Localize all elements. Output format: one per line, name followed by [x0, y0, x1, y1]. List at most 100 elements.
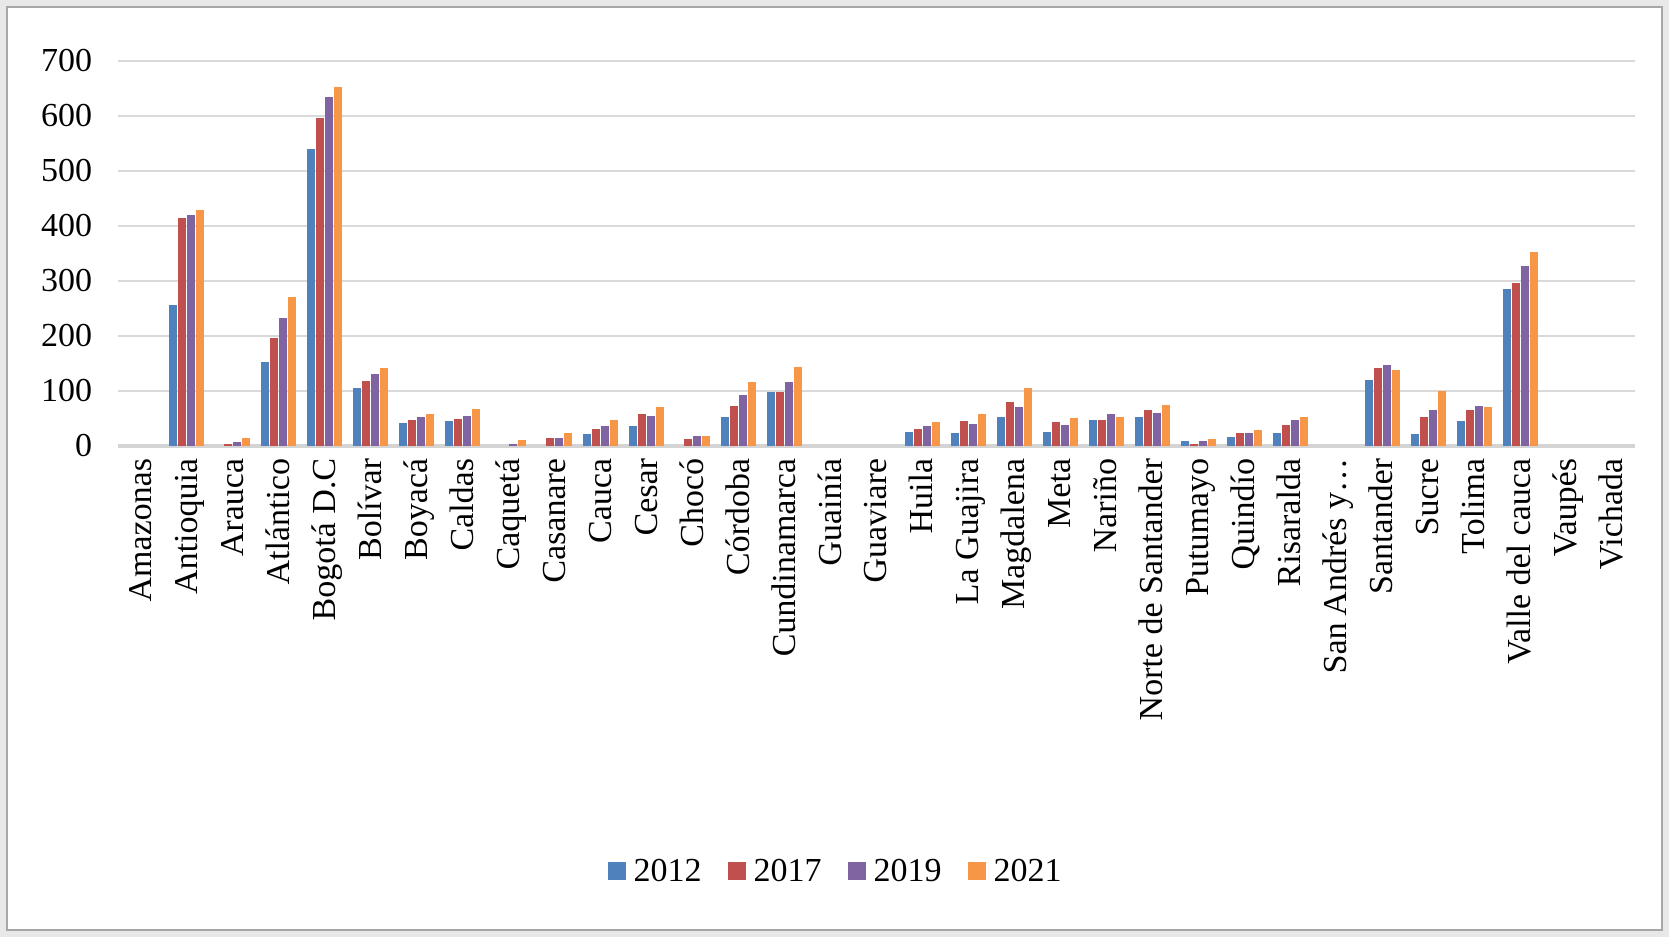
- bar-group-26: [1313, 61, 1359, 446]
- bar-group-28: [1405, 61, 1451, 446]
- x-label-32: Vichada: [1592, 458, 1630, 570]
- bar-2017-Cesar: [638, 414, 647, 446]
- bar-2019-Quindío: [1244, 433, 1253, 446]
- legend-item-2021: 2021: [967, 852, 1062, 890]
- bar-2019-Atlántico: [279, 318, 288, 446]
- bar-group-22: [1129, 61, 1175, 446]
- y-tick-label-400: 400: [41, 207, 92, 244]
- x-label-cell-19: Magdalena: [991, 458, 1037, 758]
- bar-2019-Antioquia: [187, 215, 196, 446]
- bar-2019-Santander: [1382, 365, 1391, 446]
- x-label-11: Cesar: [627, 458, 665, 536]
- x-label-cell-31: Vaupés: [1543, 458, 1589, 758]
- bar-2019-Norte de Santander: [1152, 413, 1161, 446]
- gridline-300: [118, 280, 1635, 282]
- gridline-600: [118, 115, 1635, 117]
- x-label-4: Bogotá D.C: [305, 458, 343, 621]
- bar-group-2: [210, 61, 256, 446]
- bar-2021-Sucre: [1437, 391, 1446, 446]
- bar-2021-Quindío: [1253, 430, 1262, 446]
- x-label-cell-9: Casanare: [532, 458, 578, 758]
- bar-2012-Sucre: [1410, 434, 1419, 446]
- x-label-3: Atlántico: [259, 458, 297, 585]
- bar-group-9: [532, 61, 578, 446]
- legend-label-2021: 2021: [993, 852, 1062, 889]
- bar-2021-Magdalena: [1023, 388, 1032, 446]
- bar-2019-Nariño: [1106, 414, 1115, 446]
- y-tick-label-500: 500: [41, 152, 92, 189]
- bar-2021-Norte de Santander: [1161, 405, 1170, 446]
- x-label-cell-18: La Guajira: [945, 458, 991, 758]
- bar-2019-Bogotá D.C: [325, 97, 334, 446]
- bar-2012-Huila: [904, 432, 913, 446]
- bar-group-27: [1359, 61, 1405, 446]
- bar-group-8: [486, 61, 532, 446]
- bar-group-32: [1589, 61, 1635, 446]
- legend-item-2017: 2017: [727, 852, 822, 890]
- x-label-12: Chocó: [673, 458, 711, 547]
- bar-2017-Norte de Santander: [1143, 410, 1152, 446]
- x-label-cell-11: Cesar: [624, 458, 670, 758]
- bar-2017-Chocó: [684, 439, 693, 446]
- x-label-2: Arauca: [213, 458, 251, 557]
- bar-2012-Atlántico: [261, 362, 270, 446]
- bar-2017-Huila: [913, 429, 922, 446]
- bar-2017-Sucre: [1419, 417, 1428, 446]
- bar-2012-Valle del cauca: [1502, 289, 1511, 446]
- x-label-cell-10: Cauca: [578, 458, 624, 758]
- x-label-16: Guaviare: [857, 458, 895, 583]
- bar-2021-Risaralda: [1299, 417, 1308, 446]
- bar-2021-La Guajira: [977, 414, 986, 446]
- bar-2017-Bolívar: [362, 381, 371, 446]
- x-label-17: Huila: [903, 458, 941, 534]
- bar-2021-Bogotá D.C: [334, 87, 343, 446]
- bar-2019-Cauca: [601, 426, 610, 446]
- x-label-cell-29: Tolima: [1451, 458, 1497, 758]
- bar-2017-Valle del cauca: [1511, 283, 1520, 446]
- bar-group-4: [302, 61, 348, 446]
- bar-2017-Cundinamarca: [776, 392, 785, 446]
- bar-group-25: [1267, 61, 1313, 446]
- x-label-cell-1: Antioquia: [164, 458, 210, 758]
- bar-2021-Santander: [1391, 370, 1400, 446]
- bar-2021-Tolima: [1483, 407, 1492, 446]
- x-label-28: Sucre: [1409, 458, 1447, 536]
- x-label-cell-20: Meta: [1037, 458, 1083, 758]
- x-label-15: Guainía: [811, 458, 849, 566]
- bar-2021-Casanare: [564, 433, 573, 446]
- x-label-1: Antioquia: [167, 458, 205, 594]
- legend-label-2019: 2019: [873, 852, 942, 889]
- bar-2017-Magdalena: [1005, 402, 1014, 446]
- bar-2019-La Guajira: [968, 424, 977, 446]
- x-label-cell-24: Quindío: [1221, 458, 1267, 758]
- bar-2012-Caldas: [445, 421, 454, 446]
- x-label-cell-7: Caldas: [440, 458, 486, 758]
- bar-2019-Boyacá: [417, 417, 426, 446]
- x-label-cell-8: Caquetá: [486, 458, 532, 758]
- bar-2012-Risaralda: [1272, 433, 1281, 446]
- bar-2012-Cesar: [629, 426, 638, 446]
- bar-2012-Santander: [1364, 380, 1373, 446]
- bar-2012-Meta: [1042, 432, 1051, 446]
- x-label-cell-27: Santander: [1359, 458, 1405, 758]
- bar-2019-Córdoba: [739, 395, 748, 446]
- x-label-cell-13: Córdoba: [716, 458, 762, 758]
- legend-swatch-2017: [727, 862, 746, 880]
- bar-group-21: [1083, 61, 1129, 446]
- bar-2017-Santander: [1373, 368, 1382, 446]
- y-tick-label-200: 200: [41, 317, 92, 354]
- bar-2019-Casanare: [555, 438, 564, 446]
- bar-2021-Boyacá: [426, 414, 435, 446]
- bar-2012-Norte de Santander: [1134, 417, 1143, 446]
- bar-2017-Quindío: [1235, 433, 1244, 446]
- bar-2021-Córdoba: [748, 382, 757, 446]
- bar-2012-Córdoba: [721, 417, 730, 446]
- bar-2017-Córdoba: [730, 406, 739, 446]
- bar-group-19: [991, 61, 1037, 446]
- x-label-9: Casanare: [535, 458, 573, 583]
- x-label-10: Cauca: [581, 458, 619, 543]
- bar-2017-Cauca: [592, 429, 601, 446]
- bar-group-7: [440, 61, 486, 446]
- bar-2019-Magdalena: [1014, 407, 1023, 446]
- bar-group-13: [716, 61, 762, 446]
